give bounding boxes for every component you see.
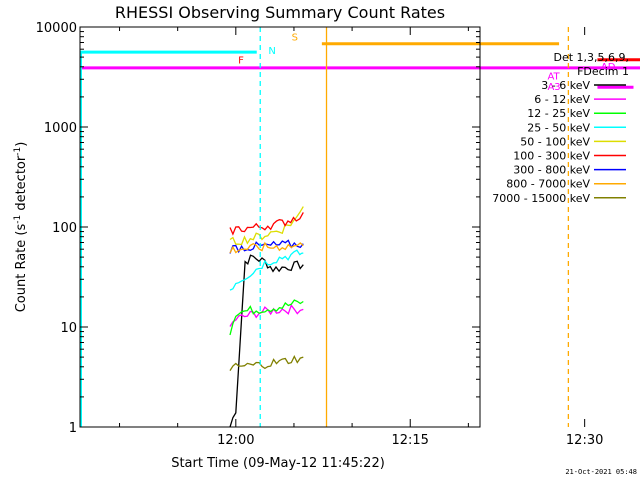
flag-label: S — [292, 33, 298, 44]
series-line — [229, 303, 304, 327]
series-100-300keV — [229, 212, 304, 236]
y-tick-label: 10 — [60, 321, 77, 336]
legend-header-line-2: FDecim 1 — [577, 65, 629, 78]
series-line — [229, 206, 304, 246]
series-800-7000keV — [229, 241, 304, 254]
flag-label: AD — [601, 62, 616, 73]
series-line — [229, 254, 304, 427]
series-line — [229, 299, 304, 336]
legend-entry-label: 6 - 12 keV — [534, 93, 590, 106]
flag-label: N — [268, 46, 275, 57]
series-50-100keV — [229, 206, 304, 246]
y-tick-label: 1000 — [44, 121, 77, 136]
y-axis-label-sup1: -1 — [13, 215, 23, 224]
legend-entry-label: 12 - 25 keV — [527, 107, 590, 120]
y-tick-label: 1 — [69, 421, 77, 436]
flag-label: A3 — [547, 82, 560, 93]
series-line — [229, 241, 304, 254]
x-tick-label: 12:30 — [566, 433, 603, 448]
series-7000-15000keV — [229, 355, 304, 371]
series-6-12keV — [229, 303, 304, 327]
y-tick-label: 10000 — [36, 21, 77, 36]
series-3-6keV — [229, 254, 304, 427]
legend-entry-label: 50 - 100 keV — [520, 135, 590, 148]
x-tick-label: 12:15 — [391, 433, 428, 448]
legend-entry-label: 800 - 7000 keV — [506, 178, 590, 191]
legend-entry-label: 25 - 50 keV — [527, 121, 590, 134]
flag-label: F — [238, 56, 244, 67]
footer-timestamp: 21-Oct-2021 05:48 — [565, 468, 637, 476]
series-line — [229, 355, 304, 371]
y-axis-label-mid: detector — [14, 155, 29, 215]
series-25-50keV — [229, 249, 304, 291]
y-axis-label-end: ) — [14, 142, 29, 147]
series-line — [229, 249, 304, 291]
y-axis-label-main: Count Rate (s — [14, 224, 29, 313]
legend-entry-label: 100 - 300 keV — [513, 150, 590, 163]
legend-entry-label: 3 - 6 keV — [541, 79, 590, 92]
y-axis-label: Count Rate (s-1 detector-1) — [13, 142, 29, 313]
series-12-25keV — [229, 299, 304, 336]
series-line — [229, 212, 304, 236]
chart-title: RHESSI Observing Summary Count Rates — [115, 3, 445, 22]
x-axis-label: Start Time (09-May-12 11:45:22) — [171, 456, 385, 471]
legend-header-line-1: Det 1,3,5,6,9, — [553, 51, 629, 64]
flag-label: AT — [547, 71, 560, 82]
x-tick-label: 12:00 — [217, 433, 254, 448]
legend-entry-label: 7000 - 15000 keV — [492, 192, 590, 205]
y-tick-label: 100 — [52, 221, 77, 236]
legend-entry-label: 300 - 800 keV — [513, 164, 590, 177]
y-axis-label-sup2: -1 — [13, 147, 23, 156]
